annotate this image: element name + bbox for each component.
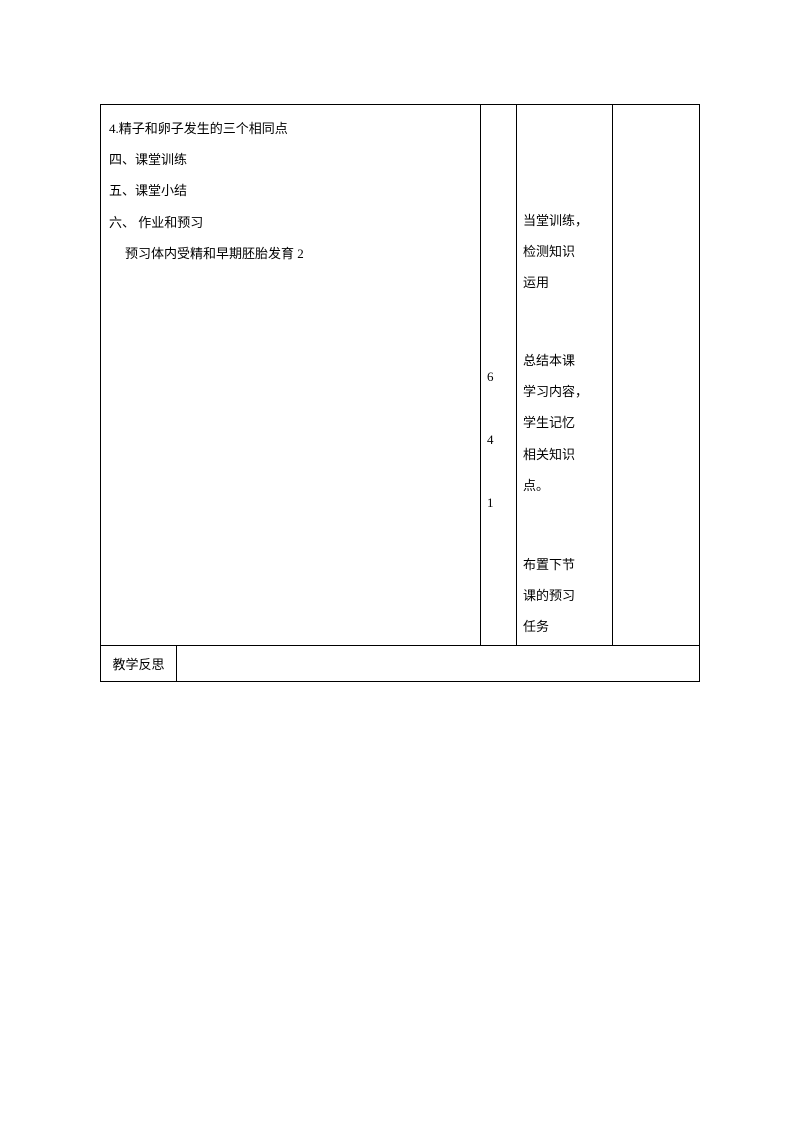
notes-line: 布置下节: [523, 549, 606, 580]
reflection-label: 教学反思: [101, 646, 177, 681]
notes-line: 相关知识: [523, 439, 606, 470]
content-line: 预习体内受精和早期胚胎发育 2: [109, 238, 472, 269]
notes-line: 运用: [523, 267, 606, 298]
reflection-content: [177, 646, 699, 681]
notes-line: 检测知识: [523, 236, 606, 267]
lesson-plan-table: 4.精子和卵子发生的三个相同点 四、课堂训练 五、课堂小结 六、 作业和预习 预…: [100, 104, 700, 682]
time-value: 4: [487, 424, 494, 455]
notes-line: 点。: [523, 470, 606, 501]
empty-column: [613, 105, 699, 645]
time-value: 6: [487, 361, 494, 392]
time-value: 1: [487, 487, 494, 518]
notes-line: 当堂训练，: [523, 205, 606, 236]
time-values: 6 4 1: [487, 361, 494, 519]
notes-line: 课的预习: [523, 580, 606, 611]
notes-block: 总结本课 学习内容， 学生记忆 相关知识 点。: [523, 345, 606, 501]
content-line: 四、课堂训练: [109, 144, 472, 175]
notes-line: 总结本课: [523, 345, 606, 376]
content-line: 六、 作业和预习: [109, 207, 472, 238]
notes-block: 当堂训练， 检测知识 运用: [523, 205, 606, 299]
notes-line: 学生记忆: [523, 407, 606, 438]
table-main-row: 4.精子和卵子发生的三个相同点 四、课堂训练 五、课堂小结 六、 作业和预习 预…: [101, 105, 699, 645]
table-footer-row: 教学反思: [101, 645, 699, 681]
notes-line: 任务: [523, 611, 606, 642]
content-column: 4.精子和卵子发生的三个相同点 四、课堂训练 五、课堂小结 六、 作业和预习 预…: [101, 105, 481, 645]
content-line: 4.精子和卵子发生的三个相同点: [109, 113, 472, 144]
notes-column: 当堂训练， 检测知识 运用 总结本课 学习内容， 学生记忆 相关知识 点。 布置…: [517, 105, 613, 645]
time-column: 6 4 1: [481, 105, 517, 645]
content-line: 五、课堂小结: [109, 175, 472, 206]
notes-line: 学习内容，: [523, 376, 606, 407]
notes-block: 布置下节 课的预习 任务: [523, 549, 606, 643]
